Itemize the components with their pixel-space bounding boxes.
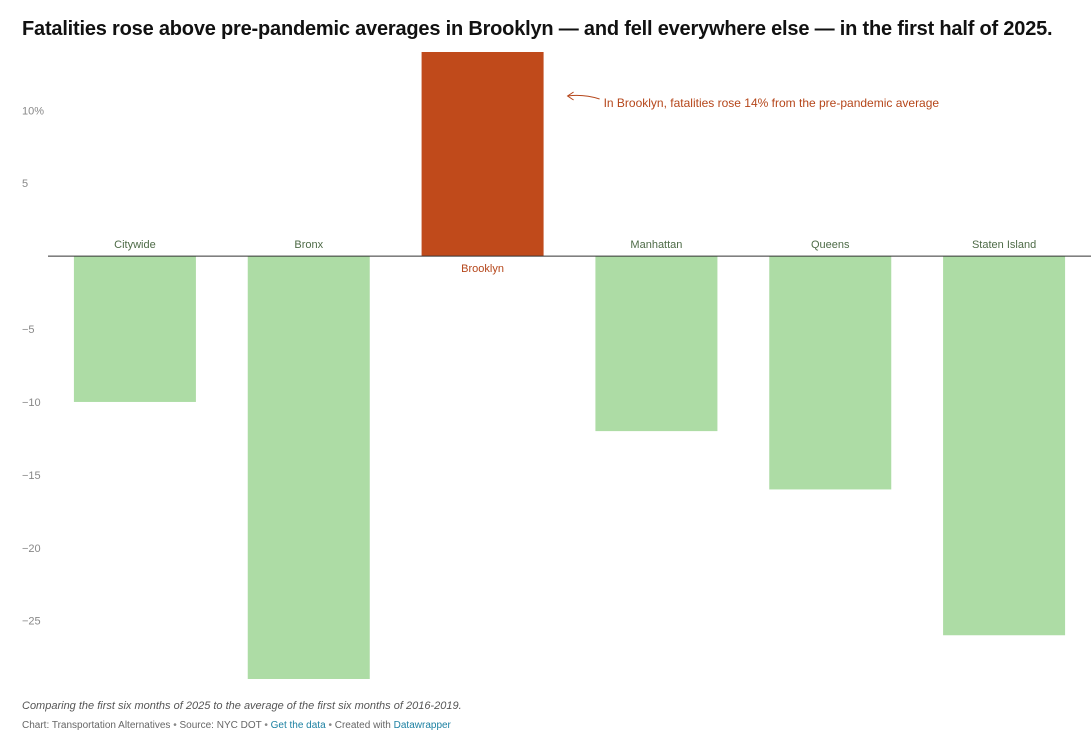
bar xyxy=(595,256,718,432)
footer-source: Source: NYC DOT xyxy=(179,720,262,731)
bar xyxy=(421,52,544,257)
y-tick-label: −15 xyxy=(22,470,41,482)
y-tick-label: −10 xyxy=(22,397,41,409)
footer-separator: • xyxy=(173,720,180,731)
bar xyxy=(73,256,196,402)
category-label: Bronx xyxy=(294,239,323,251)
footer-credit: Chart: Transportation Alternatives xyxy=(22,720,171,731)
y-tick-label: −5 xyxy=(22,324,35,336)
y-tick-label: −20 xyxy=(22,543,41,555)
annotation-arrow xyxy=(567,94,600,100)
datawrapper-link[interactable]: Datawrapper xyxy=(393,720,451,731)
bar xyxy=(247,256,370,679)
y-tick-label: 10% xyxy=(22,105,44,117)
get-the-data-link[interactable]: Get the data xyxy=(270,720,326,731)
y-tick-label: 5 xyxy=(22,178,28,190)
footer-created-with: Created with xyxy=(334,720,391,731)
annotation-text: In Brooklyn, fatalities rose 14% from th… xyxy=(604,96,940,110)
bar xyxy=(943,256,1066,636)
y-tick-label: −25 xyxy=(22,616,41,628)
category-label: Staten Island xyxy=(972,239,1036,251)
category-label: Brooklyn xyxy=(461,263,504,275)
bar-chart: −25 −20 −15 −10 −5 5 10% Citywide Bronx Brooklyn M… xyxy=(22,52,1091,679)
footer-separator: • xyxy=(264,720,271,731)
chart-notes: Comparing the first six months of 2025 t… xyxy=(22,700,462,712)
category-label: Manhattan xyxy=(630,239,682,251)
category-label: Citywide xyxy=(114,239,156,251)
category-label: Queens xyxy=(811,239,850,251)
chart-title: Fatalities rose above pre-pandemic avera… xyxy=(22,18,1053,40)
annotation-arrowhead xyxy=(566,91,574,101)
footer-separator: • xyxy=(328,720,335,731)
chart-footer: Chart: Transportation Alternatives • Sou… xyxy=(22,720,451,731)
bar xyxy=(769,256,892,490)
